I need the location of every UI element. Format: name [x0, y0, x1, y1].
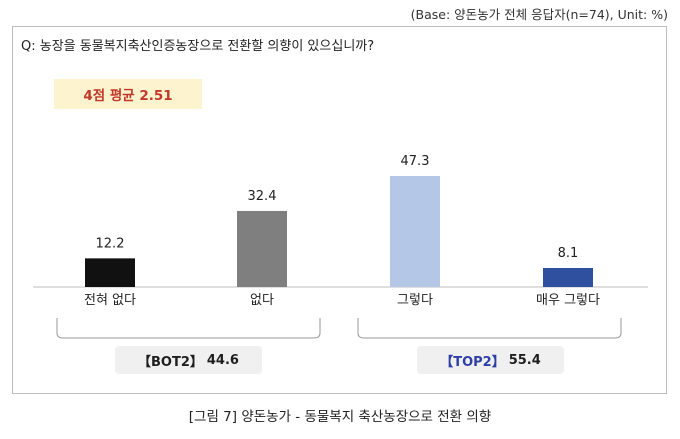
category-label: 그렇다: [397, 293, 433, 308]
category-label: 매우 그렇다: [536, 293, 600, 308]
category-label: 없다: [250, 293, 274, 308]
average-badge: 4점 평균 2.51: [54, 79, 202, 109]
bar: [85, 258, 135, 287]
bar-value-label: 8.1: [558, 246, 579, 261]
figure-caption: [그림 7] 양돈농가 - 동물복지 축산농장으로 전환 의향: [188, 409, 492, 425]
average-label: 4점 평균 2.51: [83, 88, 173, 104]
top2-bracket: [357, 318, 622, 339]
bar: [390, 176, 440, 287]
bar: [237, 210, 287, 287]
bar-value-label: 32.4: [248, 189, 277, 204]
bar-value-label: 47.3: [401, 154, 430, 169]
bot2-value: 44.6: [206, 352, 239, 368]
bar-value-label: 12.2: [96, 236, 125, 251]
question-text: Q: 농장을 동물복지축산인증농장으로 전환할 의향이 있으십니까?: [21, 39, 375, 54]
base-note: (Base: 양돈농가 전체 응답자(n=74), Unit: %): [410, 7, 668, 22]
bot2-summary: 【BOT2】 44.6: [115, 346, 262, 374]
bot2-bracket: [56, 318, 321, 339]
top2-label: 【TOP2】: [440, 354, 505, 370]
chart-frame: Q: 농장을 동물복지축산인증농장으로 전환할 의향이 있으십니까? 4점 평균…: [12, 26, 667, 394]
bot2-label: 【BOT2】: [138, 354, 203, 370]
top2-summary: 【TOP2】 55.4: [417, 346, 564, 374]
bar: [543, 267, 593, 287]
category-label: 전혀 없다: [84, 293, 136, 308]
top2-value: 55.4: [508, 352, 541, 368]
